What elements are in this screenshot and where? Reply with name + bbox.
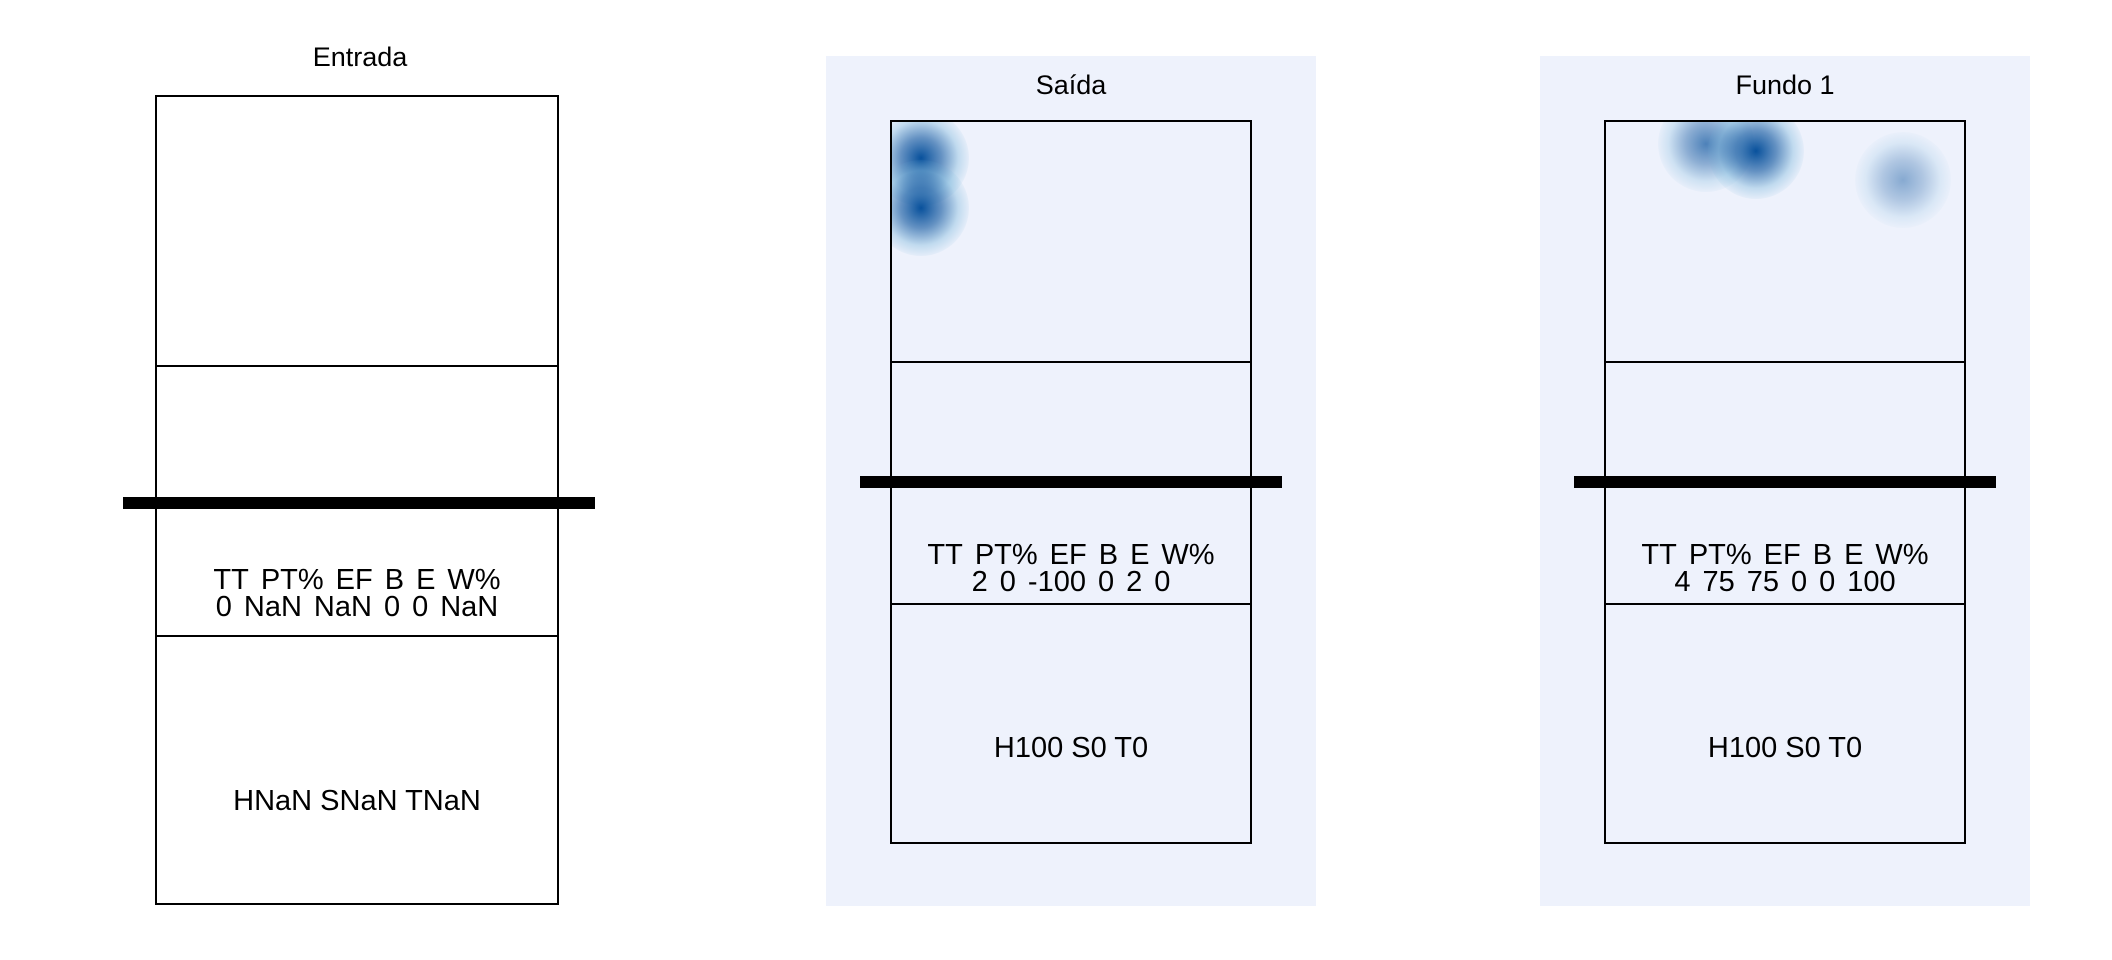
hst-summary: HNaN SNaN TNaN: [233, 785, 481, 817]
stats-value: -100: [1027, 566, 1086, 598]
stats-header: B: [384, 564, 405, 596]
attack-line-top: [1606, 361, 1964, 363]
chart-title: Saída: [1035, 70, 1107, 100]
stats-header: W%: [1875, 539, 1929, 571]
stats-values: 2 0 -100 0 2 0: [892, 566, 1250, 598]
chart-panel-entrada: Entrada TT PT% EF B E W% 0 NaN NaN 0 0 N…: [0, 0, 720, 960]
stats-value: 0: [999, 566, 1016, 598]
stats-header: EF: [335, 564, 373, 596]
stats-value: 0: [1097, 566, 1115, 598]
heat-point: [1658, 122, 1755, 192]
stats-value: NaN: [243, 591, 302, 623]
attack-line-bottom: [892, 603, 1250, 605]
stats-header: PT%: [1688, 539, 1752, 571]
stats-header: B: [1098, 539, 1119, 571]
stats-value: 75: [1702, 566, 1735, 598]
stats-header: E: [1844, 539, 1864, 571]
stats-header: TT: [927, 539, 963, 571]
stats-header: EF: [1049, 539, 1087, 571]
heat-point: [892, 160, 969, 257]
attack-line-bottom: [157, 635, 557, 637]
stats-table: TT PT% EF B E W% 2 0 -100 0 2 0: [892, 539, 1250, 598]
hst-summary: H100 S0 T0: [993, 732, 1149, 764]
stats-value: 75: [1746, 566, 1779, 598]
stats-header: E: [1130, 539, 1150, 571]
stats-header: E: [416, 564, 436, 596]
stats-header: TT: [213, 564, 249, 596]
stats-value: 2: [971, 566, 988, 598]
attack-line-bottom: [1606, 603, 1964, 605]
stats-value: 0: [383, 591, 401, 623]
stats-header: TT: [1641, 539, 1677, 571]
stats-values: 4 75 75 0 0 100: [1606, 566, 1964, 598]
net: [860, 476, 1282, 488]
stats-value: 2: [1126, 566, 1143, 598]
stats-value: 0: [1819, 566, 1836, 598]
stats-table: TT PT% EF B E W% 4 75 75 0 0 100: [1606, 539, 1964, 598]
chart-panel-saida: Saída TT PT% EF B E W% 2 0 -100 0 2 0 H1…: [826, 56, 1316, 906]
stats-value: NaN: [313, 591, 372, 623]
net: [1574, 476, 1996, 488]
stats-values: 0 NaN NaN 0 0 NaN: [157, 591, 557, 623]
stats-value: 0: [1791, 566, 1808, 598]
stats-value: 0: [215, 591, 232, 623]
stats-header: B: [1812, 539, 1833, 571]
stats-table: TT PT% EF B E W% 0 NaN NaN 0 0 NaN: [157, 564, 557, 623]
stats-header: PT%: [974, 539, 1038, 571]
net: [123, 497, 595, 509]
heat-point: [1855, 131, 1952, 228]
stats-headers: TT PT% EF B E W%: [892, 539, 1250, 571]
stats-value: 100: [1847, 566, 1896, 598]
stats-value: 0: [412, 591, 429, 623]
stats-header: PT%: [260, 564, 324, 596]
stats-header: W%: [447, 564, 501, 596]
hst-summary: H100 S0 T0: [1707, 732, 1863, 764]
chart-panel-fundo-1: Fundo 1 TT PT% EF B E W% 4 75 75 0 0 100…: [1540, 56, 2030, 906]
stats-header: EF: [1763, 539, 1801, 571]
stats-header: W%: [1161, 539, 1215, 571]
heat-point: [1708, 122, 1805, 199]
chart-title: Entrada: [312, 42, 408, 72]
stats-value: NaN: [440, 591, 499, 623]
stats-value: 0: [1154, 566, 1171, 598]
attack-line-top: [157, 365, 557, 367]
heat-point: [892, 122, 969, 206]
stats-headers: TT PT% EF B E W%: [157, 564, 557, 596]
chart-title: Fundo 1: [1735, 70, 1835, 100]
stats-headers: TT PT% EF B E W%: [1606, 539, 1964, 571]
stats-value: 4: [1674, 566, 1691, 598]
attack-line-top: [892, 361, 1250, 363]
